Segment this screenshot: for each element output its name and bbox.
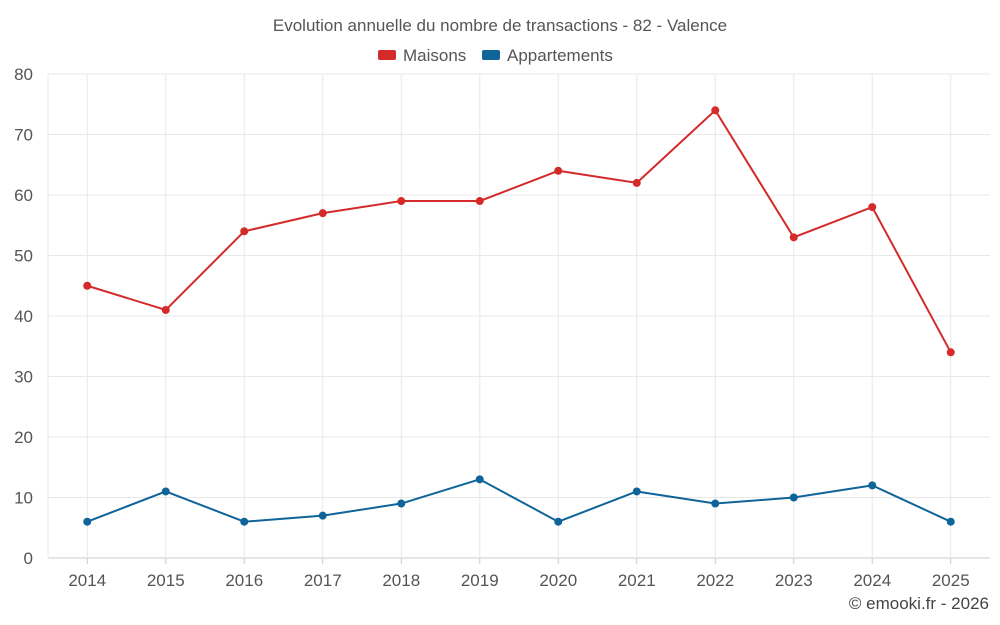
data-point-maisons-2017[interactable] — [318, 209, 327, 218]
data-point-maisons-2020[interactable] — [554, 166, 563, 175]
series-line-maisons — [86, 109, 952, 353]
data-point-maisons-2015[interactable] — [161, 305, 170, 314]
x-tick-label: 2016 — [225, 571, 263, 590]
data-point-maisons-2024[interactable] — [868, 203, 877, 212]
data-point-appartements-2018[interactable] — [397, 499, 406, 508]
series-appartements — [83, 475, 955, 526]
data-point-appartements-2023[interactable] — [789, 493, 798, 502]
data-point-maisons-2021[interactable] — [632, 178, 641, 187]
y-tick-label: 60 — [14, 186, 33, 205]
x-tick-label: 2021 — [618, 571, 656, 590]
x-tick-label: 2020 — [539, 571, 577, 590]
series-maisons — [83, 106, 955, 357]
data-point-maisons-2014[interactable] — [83, 281, 92, 290]
data-point-appartements-2024[interactable] — [868, 481, 877, 490]
legend: Maisons Appartements — [378, 46, 613, 65]
y-tick-label: 10 — [14, 489, 33, 508]
x-tick-label: 2015 — [147, 571, 185, 590]
y-tick-label: 50 — [14, 247, 33, 266]
grid — [47, 73, 990, 559]
y-tick-label: 70 — [14, 126, 33, 145]
data-point-appartements-2016[interactable] — [240, 517, 249, 526]
series — [83, 106, 955, 526]
legend-swatch-maisons — [378, 50, 396, 60]
data-point-maisons-2023[interactable] — [789, 233, 798, 242]
data-point-maisons-2018[interactable] — [397, 197, 406, 206]
data-point-appartements-2019[interactable] — [475, 475, 484, 484]
y-axis-ticks: 0 10 20 30 40 50 60 70 80 — [14, 65, 33, 568]
x-axis-ticks: 2014 2015 2016 2017 2018 2019 2020 2021 2022 2023… — [68, 558, 970, 590]
data-point-appartements-2015[interactable] — [161, 487, 170, 496]
x-tick-label: 2018 — [382, 571, 420, 590]
data-point-maisons-2019[interactable] — [475, 197, 484, 206]
y-tick-label: 80 — [14, 65, 33, 84]
y-tick-label: 20 — [14, 428, 33, 447]
y-tick-label: 30 — [14, 368, 33, 387]
x-tick-label: 2017 — [304, 571, 342, 590]
x-tick-label: 2019 — [461, 571, 499, 590]
data-point-appartements-2020[interactable] — [554, 517, 563, 526]
legend-swatch-appartements — [482, 50, 500, 60]
data-point-maisons-2022[interactable] — [711, 106, 720, 115]
legend-label-appartements[interactable]: Appartements — [507, 46, 613, 65]
x-tick-label: 2025 — [932, 571, 970, 590]
data-point-appartements-2022[interactable] — [711, 499, 720, 508]
x-tick-label: 2022 — [696, 571, 734, 590]
data-point-appartements-2025[interactable] — [946, 517, 955, 526]
credit-text: © emooki.fr - 2026 — [849, 594, 989, 613]
x-tick-label: 2024 — [853, 571, 891, 590]
data-point-maisons-2025[interactable] — [946, 348, 955, 357]
y-tick-label: 40 — [14, 307, 33, 326]
x-tick-label: 2023 — [775, 571, 813, 590]
y-tick-label: 0 — [24, 549, 33, 568]
data-point-appartements-2014[interactable] — [83, 517, 92, 526]
data-point-appartements-2021[interactable] — [632, 487, 641, 496]
data-point-maisons-2016[interactable] — [240, 227, 249, 236]
chart-title: Evolution annuelle du nombre de transact… — [273, 16, 727, 35]
series-line-appartements — [86, 478, 952, 523]
x-tick-label: 2014 — [68, 571, 106, 590]
legend-label-maisons[interactable]: Maisons — [403, 46, 466, 65]
data-point-appartements-2017[interactable] — [318, 511, 327, 520]
